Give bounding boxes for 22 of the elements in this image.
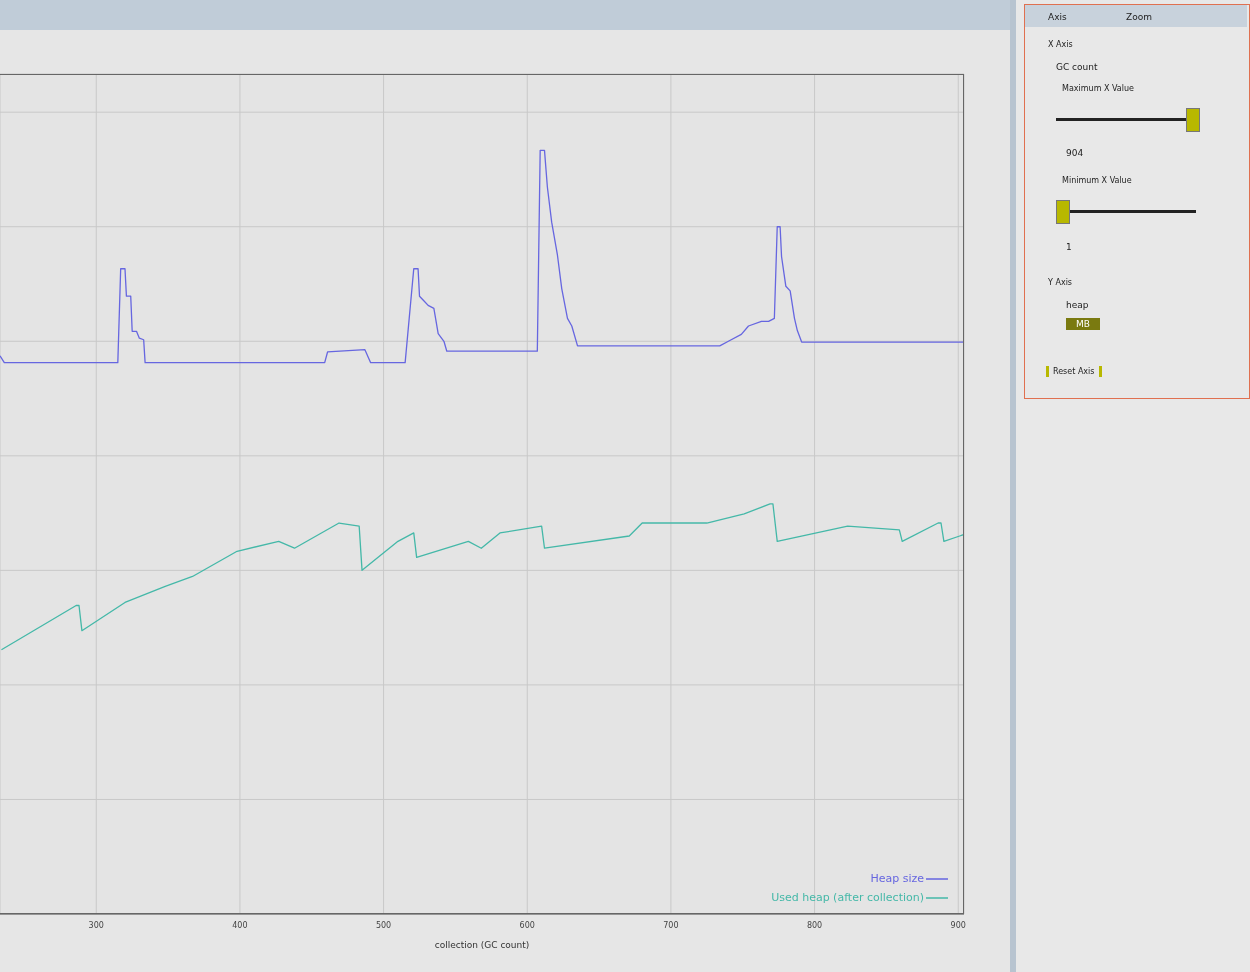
- x-tick-label: 300: [88, 920, 104, 930]
- x-tick-label: 900: [950, 920, 966, 930]
- text: Y Axis: [1048, 278, 1073, 287]
- text: MB: [1066, 318, 1100, 330]
- text: Reset Axis: [1046, 366, 1102, 377]
- x-tick-label: 700: [663, 920, 679, 930]
- text: Minimum X Value: [1062, 176, 1132, 185]
- text: 904: [1066, 148, 1084, 158]
- x-tick-label: 500: [375, 920, 392, 930]
- legend-label: Used heap (after collection): [771, 891, 924, 904]
- legend-label: Heap size: [870, 872, 924, 885]
- x-tick-label: 400: [232, 920, 248, 930]
- text: X Axis: [1048, 40, 1073, 49]
- text: GC count: [1056, 62, 1098, 72]
- text: Zoom: [1126, 12, 1152, 22]
- text: Axis: [1048, 12, 1067, 22]
- text: 1: [1066, 242, 1072, 252]
- x-axis-title: collection (GC count): [434, 940, 530, 950]
- x-tick-label: 600: [519, 920, 535, 930]
- x-tick-label: 800: [806, 920, 823, 930]
- text: Maximum X Value: [1062, 84, 1134, 93]
- text: heap: [1066, 300, 1089, 310]
